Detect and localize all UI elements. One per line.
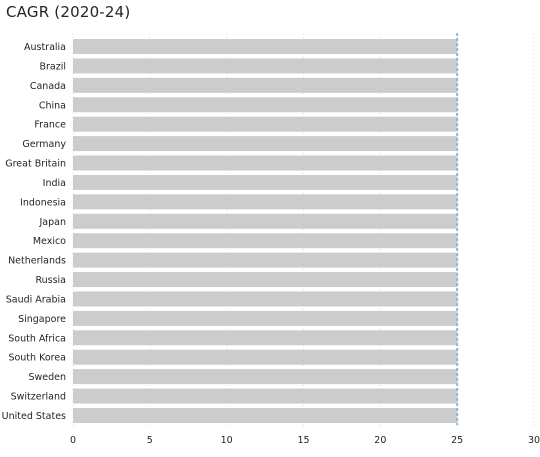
bars (73, 39, 458, 423)
category-label: Mexico (33, 236, 66, 247)
category-label: South Korea (8, 353, 66, 364)
x-tick-label: 5 (147, 435, 153, 446)
category-label: Great Britain (5, 159, 66, 170)
bar-australia[interactable] (73, 39, 458, 54)
category-label: Singapore (18, 314, 66, 325)
category-label: Netherlands (8, 256, 66, 267)
bar-saudi-arabia[interactable] (73, 291, 458, 307)
bar-indonesia[interactable] (73, 194, 458, 210)
bar-south-africa[interactable] (73, 330, 458, 346)
category-label: Brazil (39, 61, 66, 72)
bar-france[interactable] (73, 116, 458, 132)
x-tick-label: 20 (374, 435, 386, 446)
chart-title: CAGR (2020-24) (6, 3, 131, 21)
bar-south-korea[interactable] (73, 349, 458, 365)
category-label: Indonesia (20, 197, 66, 208)
category-label: India (43, 178, 66, 189)
bar-brazil[interactable] (73, 58, 458, 74)
bar-china[interactable] (73, 97, 458, 113)
category-label: Sweden (28, 372, 66, 383)
category-label: Germany (22, 139, 66, 150)
category-label: Australia (24, 42, 66, 53)
bar-switzerland[interactable] (73, 388, 458, 404)
bar-united-states[interactable] (73, 407, 458, 423)
bar-canada[interactable] (73, 77, 458, 93)
bar-singapore[interactable] (73, 310, 458, 326)
x-tick-label: 25 (451, 435, 463, 446)
bar-mexico[interactable] (73, 233, 458, 249)
category-label: China (39, 100, 66, 111)
bar-japan[interactable] (73, 213, 458, 229)
category-label: France (34, 120, 66, 131)
x-tick-label: 0 (70, 435, 76, 446)
x-tick-label: 30 (528, 435, 540, 446)
bar-great-britain[interactable] (73, 155, 458, 171)
category-label: Saudi Arabia (6, 294, 66, 305)
category-label: United States (2, 411, 66, 422)
category-label: Switzerland (11, 392, 66, 403)
category-label: Canada (30, 81, 66, 92)
category-labels: Australia Brazil Canada China France Germany G… (2, 42, 67, 422)
bar-sweden[interactable] (73, 369, 458, 385)
bar-netherlands[interactable] (73, 252, 458, 268)
category-label: South Africa (8, 333, 66, 344)
x-tick-label: 10 (221, 435, 233, 446)
category-label: Japan (39, 217, 67, 228)
bar-germany[interactable] (73, 136, 458, 152)
x-tick-label: 15 (297, 435, 309, 446)
category-label: Russia (35, 275, 66, 286)
bar-russia[interactable] (73, 272, 458, 288)
bar-india[interactable] (73, 174, 458, 190)
x-axis-ticks: 0 5 10 15 20 25 30 (70, 435, 540, 446)
